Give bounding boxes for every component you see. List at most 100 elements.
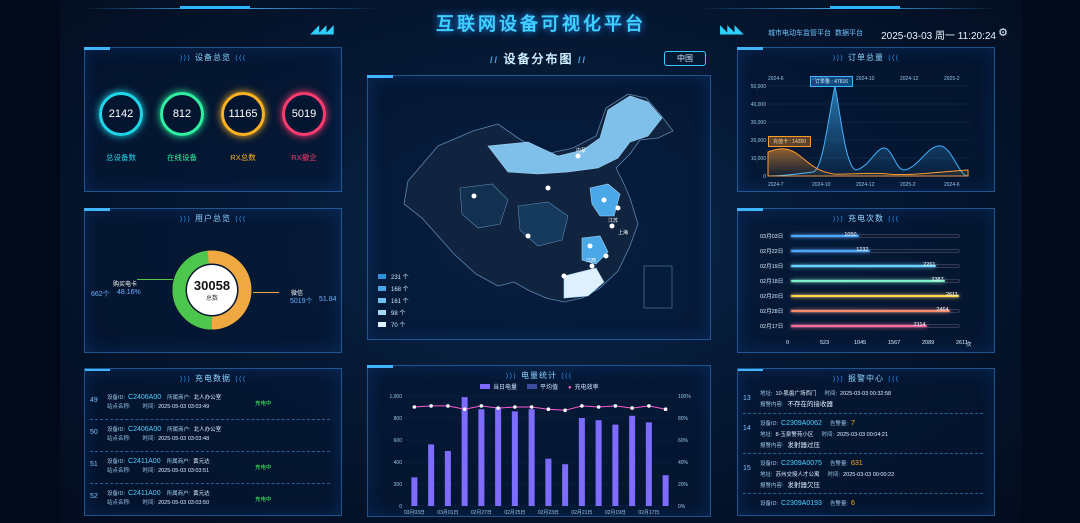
nav-link-data[interactable]: 数据平台 xyxy=(835,30,863,37)
charge-list-item[interactable]: 50 设备ID: C2406A00 所属商户: 北人办公室 站点名称: 时间: 2025-05… xyxy=(85,423,337,450)
user-total-label: 总数 xyxy=(205,296,218,302)
power-bar xyxy=(478,409,485,506)
alarm-level-label: 告警量: xyxy=(829,421,848,427)
time-label: 时间: xyxy=(142,404,156,410)
charge-count-bar[interactable] xyxy=(791,310,950,312)
map-title: // 设备分布图 // xyxy=(490,52,588,66)
legend-swatch xyxy=(378,322,386,327)
orders-series-blue xyxy=(767,85,969,177)
alarm-list-item[interactable]: 14 设备ID: C2309A0062 告警量: 7 地址: 8-玉泉警苑小区 时间: 2025… xyxy=(738,417,990,451)
map-legend-item[interactable]: 168 个 xyxy=(378,284,409,293)
power-stats-panel: ⟩⟩⟩ 电量统计 ⟨⟨⟨ 当日电量 平均值 ● 充电效率 0 0% 200 20% 400 40… xyxy=(367,365,711,517)
legend-average[interactable]: 平均值 xyxy=(527,382,558,391)
charge-count-value: 2261 xyxy=(923,262,936,268)
left-leader-line xyxy=(137,279,173,280)
alarm-content-line: 报警内容: 发射器欠压 xyxy=(760,479,820,489)
power-bar xyxy=(662,475,669,506)
merchant-label: 所属商户: xyxy=(167,427,191,433)
power-xtick: 02月17日 xyxy=(638,510,659,516)
alarm-id-label: 设备ID: xyxy=(760,501,779,507)
merchant-value: 北人办公室 xyxy=(193,395,222,401)
efficiency-point xyxy=(630,406,634,410)
charge-count-bar[interactable] xyxy=(791,295,959,297)
alarm-list-item[interactable]: 设备ID: C2309A0193 告警量: 6 xyxy=(738,497,990,515)
device-ring-label: RX撤企 xyxy=(291,153,317,162)
efficiency-point xyxy=(580,404,584,408)
charge-count-bar[interactable] xyxy=(791,235,859,237)
alarm-list-item[interactable]: 13 地址: 10-肌歯广场西门 时间: 2025-03-03 00:32:58 报警内容… xyxy=(738,387,990,421)
power-ytick-left: 400 xyxy=(394,460,403,466)
map-legend-item[interactable]: 231 个 xyxy=(378,272,409,281)
alarm-id-line: 设备ID: C2309A0075 告警量: 631 xyxy=(760,459,863,467)
alarm-content-value: 发射器欠压 xyxy=(787,482,821,489)
charge-item-line1: 设备ID: C2406A00 所属商户: 北人办公室 xyxy=(107,425,221,433)
alarm-index: 13 xyxy=(743,395,751,402)
device-ring[interactable]: 11165 xyxy=(221,92,265,136)
power-bar xyxy=(444,451,451,506)
charge-count-track xyxy=(790,279,960,283)
power-bar xyxy=(629,415,636,506)
gear-icon[interactable]: ⚙ xyxy=(998,27,1008,39)
list-separator xyxy=(90,515,330,516)
power-ytick-right: 80% xyxy=(678,416,689,422)
charge-list-item[interactable]: 49 设备ID: C2406A00 所属商户: 北人办公室 充电中 站点名称: 时间: 2025… xyxy=(85,391,337,418)
alarm-address-value: 苏州交授人才公寓 xyxy=(775,472,820,478)
charge-item-line2: 站点名称: 时间: 2025-05-03 03:03:48 xyxy=(107,434,209,442)
alarm-level-label: 告警量: xyxy=(829,461,848,467)
china-map[interactable]: 内蒙 江苏 上海 江西 xyxy=(368,76,712,341)
device-ring[interactable]: 2142 xyxy=(99,92,143,136)
device-ring[interactable]: 812 xyxy=(160,92,204,136)
charge-item-index: 49 xyxy=(90,397,98,404)
map-legend-item[interactable]: 161 个 xyxy=(378,296,409,305)
nav-link-city[interactable]: 城市电动车监管平台 xyxy=(768,30,831,37)
map-legend-item[interactable]: 70 个 xyxy=(378,320,405,329)
legend-efficiency[interactable]: ● 充电效率 xyxy=(568,385,599,391)
map-label-jiangxi: 江西 xyxy=(586,257,596,264)
charge-count-bar[interactable] xyxy=(791,325,928,327)
charge-count-bar[interactable] xyxy=(791,250,871,252)
merchant-label: 所属商户: xyxy=(166,459,191,465)
region-select-button[interactable]: 中国 xyxy=(664,51,706,66)
charge-count-panel: ⟩⟩⟩ 充电次数 ⟨⟨⟨ 03月03日 1050 02月22日 1232 02月19日 226… xyxy=(737,208,995,353)
alarm-content-value: 不存在的接收器 xyxy=(787,401,834,408)
charge-list-item[interactable]: 51 设备ID: C2411A00 所属商户: 黄元达 充电中 站点名称: 时间: 2025-0… xyxy=(85,455,337,482)
time-label: 时间: xyxy=(142,500,156,506)
efficiency-line xyxy=(414,405,666,411)
alarm-content-label: 报警内容: xyxy=(760,443,784,449)
power-ytick-left: 0 xyxy=(399,504,402,510)
slashes-right-icon: ◣◣◣ xyxy=(720,22,744,36)
list-separator xyxy=(743,493,983,494)
device-ring-value: 5019 xyxy=(288,98,320,130)
header-accent-left xyxy=(180,6,250,9)
alarm-level-value: 6 xyxy=(850,500,855,507)
site-label: 站点名称: xyxy=(107,404,131,410)
device-ring[interactable]: 5019 xyxy=(282,92,326,136)
charge-data-panel: ⟩⟩⟩ 充电数据 ⟨⟨⟨ 49 设备ID: C2406A00 所属商户: 北人办公室 充电中站… xyxy=(84,368,342,516)
charge-status: 充电中 xyxy=(255,465,272,471)
charge-status: 充电中 xyxy=(255,497,272,503)
map-legend-item[interactable]: 98 个 xyxy=(378,308,405,317)
map-label-shanghai: 上海 xyxy=(618,229,628,236)
efficiency-point xyxy=(479,404,484,408)
charge-count-xtick: 2089 xyxy=(922,340,935,346)
merchant-value: 黄元达 xyxy=(193,491,210,497)
map-south-sea-inset xyxy=(643,265,673,309)
charge-count-date: 02月28日 xyxy=(760,309,784,315)
alarm-list-item[interactable]: 15 设备ID: C2309A0075 告警量: 631 地址: 苏州交授人才公寓 时间: 20… xyxy=(738,457,990,491)
charge-list-item[interactable]: 52 设备ID: C2411A00 所属商户: 黄元达 充电中 站点名称: 时间: 2025-0… xyxy=(85,487,337,514)
orders-tooltip-top: 订单量 : 47816 xyxy=(810,76,854,87)
power-ytick-left: 800 xyxy=(394,416,403,422)
charge-item-index: 51 xyxy=(90,461,98,468)
alarm-id-label: 设备ID: xyxy=(760,461,779,467)
efficiency-point xyxy=(513,405,517,409)
charge-count-bar[interactable] xyxy=(791,265,937,267)
charge-count-bar[interactable] xyxy=(791,280,945,282)
orders-bottom-xtick: 2024-7 xyxy=(768,182,784,188)
alarm-index: 14 xyxy=(743,425,751,432)
time-value: 2025-05-03 03:03:51 xyxy=(158,468,210,474)
list-separator xyxy=(90,419,330,420)
power-ytick-right: 60% xyxy=(678,438,689,444)
legend-daily[interactable]: 当日电量 xyxy=(480,382,517,391)
map-panel: 内蒙 江苏 上海 江西 231 个 168 个 161 个 98 个 70 个 xyxy=(367,75,711,340)
charge-count-date: 02月19日 xyxy=(760,264,784,270)
